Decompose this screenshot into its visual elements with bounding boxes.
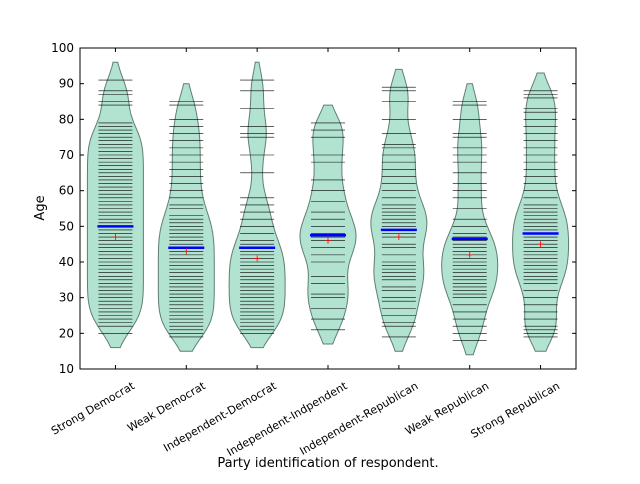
x-tick-label: Independent-Indpendent: [225, 379, 350, 459]
y-tick-label: 60: [59, 184, 74, 198]
y-tick-label: 100: [51, 41, 74, 55]
mean-marker: [395, 234, 402, 241]
x-axis-label: Party identification of respondent.: [217, 456, 438, 471]
y-tick-label: 90: [59, 77, 74, 91]
mean-marker: [537, 241, 544, 248]
y-tick-label: 70: [59, 148, 74, 162]
y-axis-label: Age: [33, 195, 48, 220]
y-tick-label: 20: [59, 326, 74, 340]
violin: [157, 83, 215, 352]
mean-marker: [466, 251, 473, 258]
y-tick-label: 80: [59, 112, 74, 126]
violin: [370, 68, 428, 352]
y-tick-label: 40: [59, 255, 74, 269]
x-tick-label: Independent-Democrat: [161, 379, 279, 455]
mean-marker: [254, 255, 261, 262]
mean-marker: [325, 237, 331, 244]
y-tick-label: 30: [59, 291, 74, 305]
violin: [299, 104, 357, 345]
plot-frame: [79, 47, 577, 370]
x-tick-label: Strong Democrat: [49, 379, 138, 438]
y-tick-label: 10: [59, 362, 74, 376]
mean-marker: [112, 234, 119, 241]
x-tick-label: Independent-Republican: [297, 379, 420, 457]
mean-marker: [183, 248, 190, 255]
y-tick-label: 50: [59, 219, 74, 233]
